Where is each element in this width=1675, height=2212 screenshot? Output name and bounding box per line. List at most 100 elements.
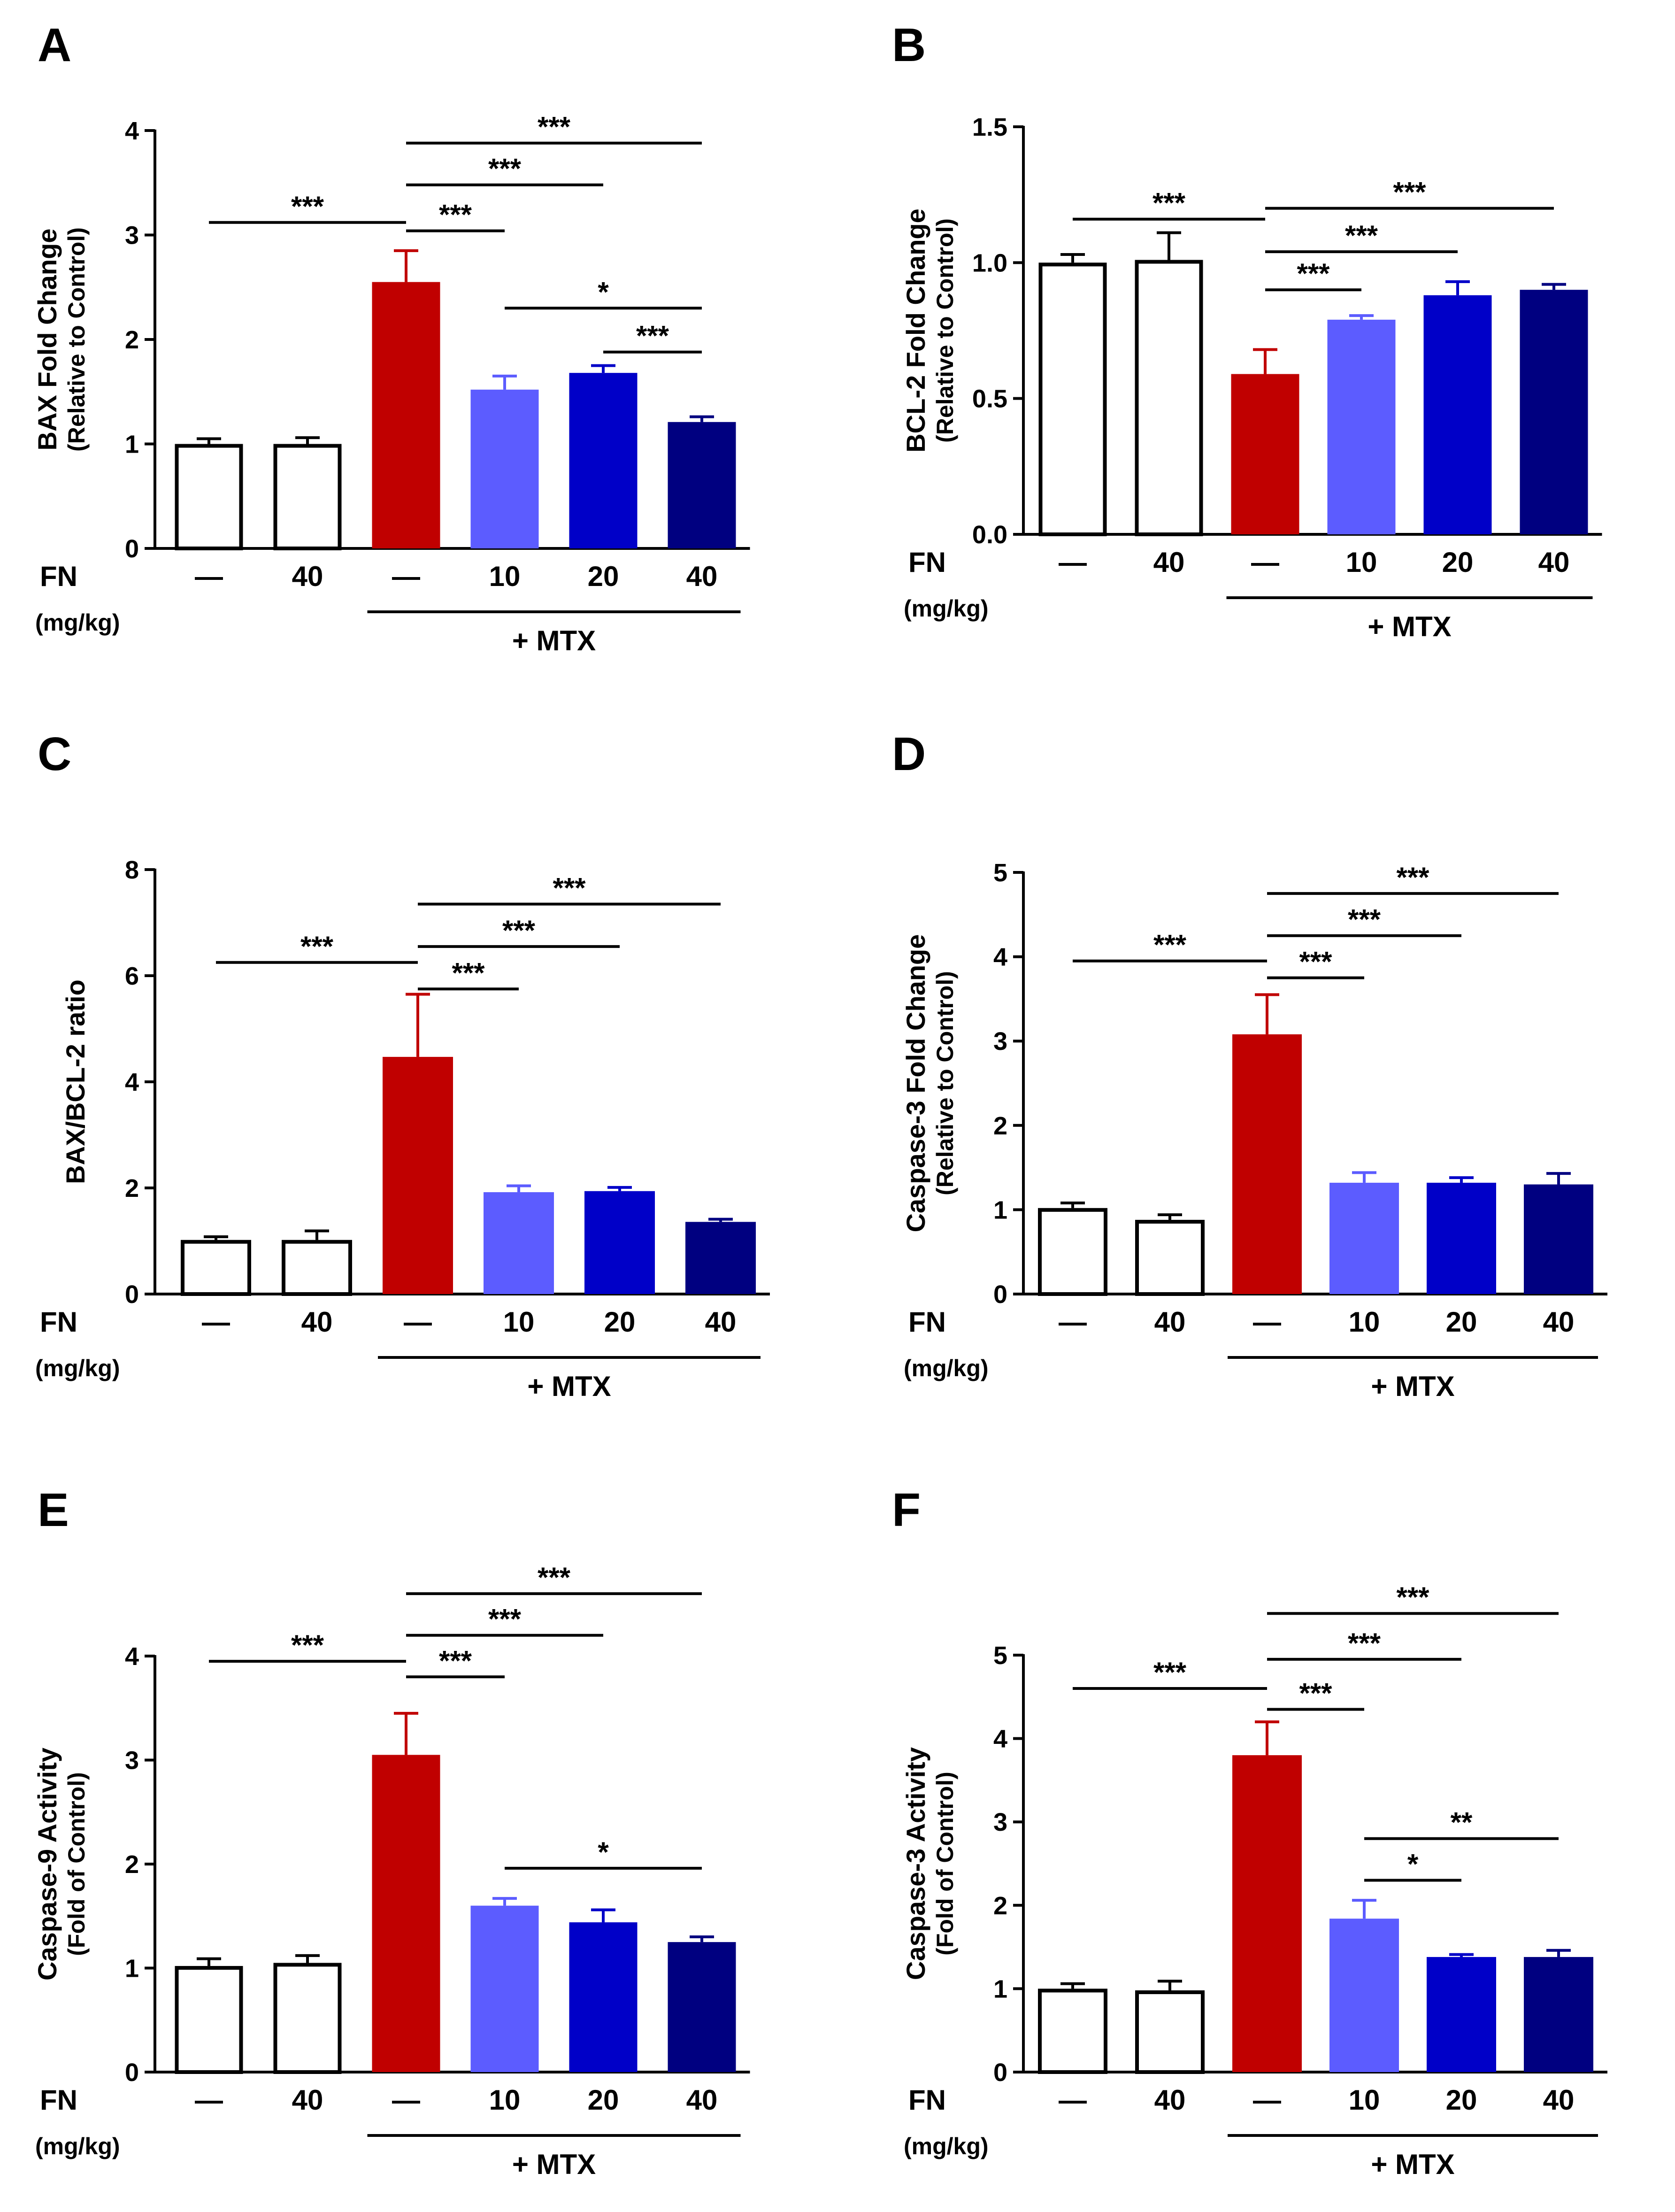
- y-tick-label: 3: [993, 1808, 1007, 1836]
- bar: [1135, 260, 1203, 536]
- y-tick-label: 4: [993, 1725, 1007, 1753]
- significance-label: ***: [1396, 1581, 1429, 1613]
- group-label: + MTX: [1371, 1371, 1454, 1402]
- y-tick-label: 2: [125, 1174, 139, 1202]
- x-category-dash: —: [1059, 1306, 1087, 1338]
- y-axis-label: BAX Fold Change: [32, 229, 62, 451]
- x-category-dash: —: [404, 1306, 432, 1338]
- panel-b: B 0.0 0.5 1.0 1.5 BCL-2 Fold Change (Relative …: [892, 19, 1602, 642]
- x-unit-label: (mg/kg): [35, 1355, 120, 1381]
- bar: [1038, 1208, 1107, 1296]
- significance-label: ***: [439, 1645, 472, 1676]
- group-label: + MTX: [512, 625, 596, 656]
- significance-label: ***: [439, 199, 472, 231]
- y-tick-label: 5: [993, 1642, 1007, 1670]
- panel-letter: A: [38, 19, 71, 71]
- y-tick-label: 0: [125, 1280, 139, 1309]
- x-category-dash: —: [1251, 547, 1279, 578]
- significance-label: ***: [1153, 929, 1187, 961]
- y-tick-label: 1: [125, 431, 139, 459]
- y-axis-label: BCL-2 Fold Change: [901, 208, 930, 453]
- significance-label: ***: [452, 957, 485, 988]
- x-category-dash: —: [1059, 547, 1087, 578]
- significance-label: ***: [1299, 946, 1332, 978]
- bar: [1520, 290, 1588, 534]
- y-tick-label: 1: [993, 1196, 1007, 1224]
- y-tick-label: 0: [125, 2058, 139, 2087]
- x-row-label: FN: [908, 2084, 946, 2116]
- panel-c: C 0 2 4 6 8 BAX/BCL-2 ratio — 40 — 10 20 40 FN (mg/kg)…: [35, 728, 770, 1402]
- y-tick-label: 1.0: [972, 249, 1007, 277]
- y-tick-label: 1.5: [972, 113, 1007, 141]
- y-tick-label: 4: [993, 943, 1007, 971]
- bar: [1038, 262, 1107, 536]
- significance-label: ***: [1348, 904, 1381, 935]
- bar: [1427, 1182, 1496, 1294]
- bar: [569, 1922, 638, 2072]
- bar: [668, 422, 736, 548]
- x-category-dash: —: [392, 561, 420, 592]
- bar: [282, 1240, 352, 1296]
- y-tick-label: 0: [993, 1280, 1007, 1309]
- x-category-label: 10: [1346, 547, 1377, 578]
- bar: [372, 282, 440, 548]
- bar: [1232, 1755, 1302, 2072]
- y-tick-label: 1: [125, 1955, 139, 1983]
- significance-label: ***: [553, 872, 586, 903]
- y-tick-label: 2: [993, 1892, 1007, 1920]
- significance-label: ***: [1153, 1657, 1187, 1688]
- significance-label: ***: [291, 191, 324, 222]
- x-unit-label: (mg/kg): [904, 2133, 989, 2159]
- significance-label: ***: [1348, 1627, 1381, 1659]
- y-tick-label: 3: [125, 1747, 139, 1775]
- x-category-label: 20: [588, 2084, 619, 2116]
- y-tick-label: 0: [125, 535, 139, 563]
- bar: [1427, 1957, 1496, 2072]
- bar: [1524, 1957, 1593, 2072]
- bar: [1524, 1184, 1593, 1294]
- significance-label: ***: [488, 1603, 522, 1635]
- y-tick-label: 1: [993, 1975, 1007, 2003]
- y-axis-sublabel: (Relative to Control): [63, 227, 90, 452]
- significance-label: ***: [300, 931, 334, 962]
- bar: [484, 1192, 554, 1294]
- x-category-label: 40: [292, 2084, 323, 2116]
- significance-label: *: [598, 276, 609, 308]
- y-axis-sublabel: (Relative to Control): [932, 971, 958, 1195]
- panel-letter: D: [892, 728, 926, 780]
- significance-label: ***: [538, 1562, 571, 1593]
- y-tick-label: 4: [125, 1642, 139, 1671]
- x-category-label: 40: [1154, 1306, 1186, 1338]
- x-category-dash: —: [195, 561, 223, 592]
- y-tick-label: 0.0: [972, 521, 1007, 549]
- y-axis-sublabel: (Fold of Control): [932, 1772, 958, 1956]
- y-tick-label: 2: [125, 326, 139, 354]
- group-label: + MTX: [1371, 2149, 1454, 2180]
- y-tick-label: 6: [125, 962, 139, 990]
- bar: [1135, 1219, 1205, 1296]
- group-label: + MTX: [512, 2149, 596, 2180]
- y-axis-label: Caspase-3 Fold Change: [901, 934, 930, 1233]
- group-label: + MTX: [1368, 611, 1451, 642]
- y-axis-sublabel: (Relative to Control): [932, 218, 958, 443]
- bar: [1232, 1034, 1302, 1294]
- y-tick-label: 4: [125, 1068, 139, 1096]
- bar: [1423, 295, 1492, 534]
- x-unit-label: (mg/kg): [904, 595, 989, 622]
- x-category-label: 40: [1543, 2084, 1575, 2116]
- y-tick-label: 8: [125, 856, 139, 884]
- significance-label: ***: [1153, 187, 1186, 219]
- significance-label: ***: [636, 320, 669, 352]
- x-category-dash: —: [1059, 2084, 1087, 2116]
- x-category-label: 40: [705, 1306, 737, 1338]
- significance-label: **: [1451, 1807, 1473, 1838]
- bar: [175, 1966, 243, 2074]
- x-category-label: 40: [292, 561, 323, 592]
- bar: [175, 444, 243, 550]
- significance-label: ***: [502, 915, 536, 946]
- x-category-label: 40: [1543, 1306, 1575, 1338]
- x-category-label: 10: [489, 561, 521, 592]
- x-category-label: 40: [686, 561, 718, 592]
- panel-letter: B: [892, 19, 926, 71]
